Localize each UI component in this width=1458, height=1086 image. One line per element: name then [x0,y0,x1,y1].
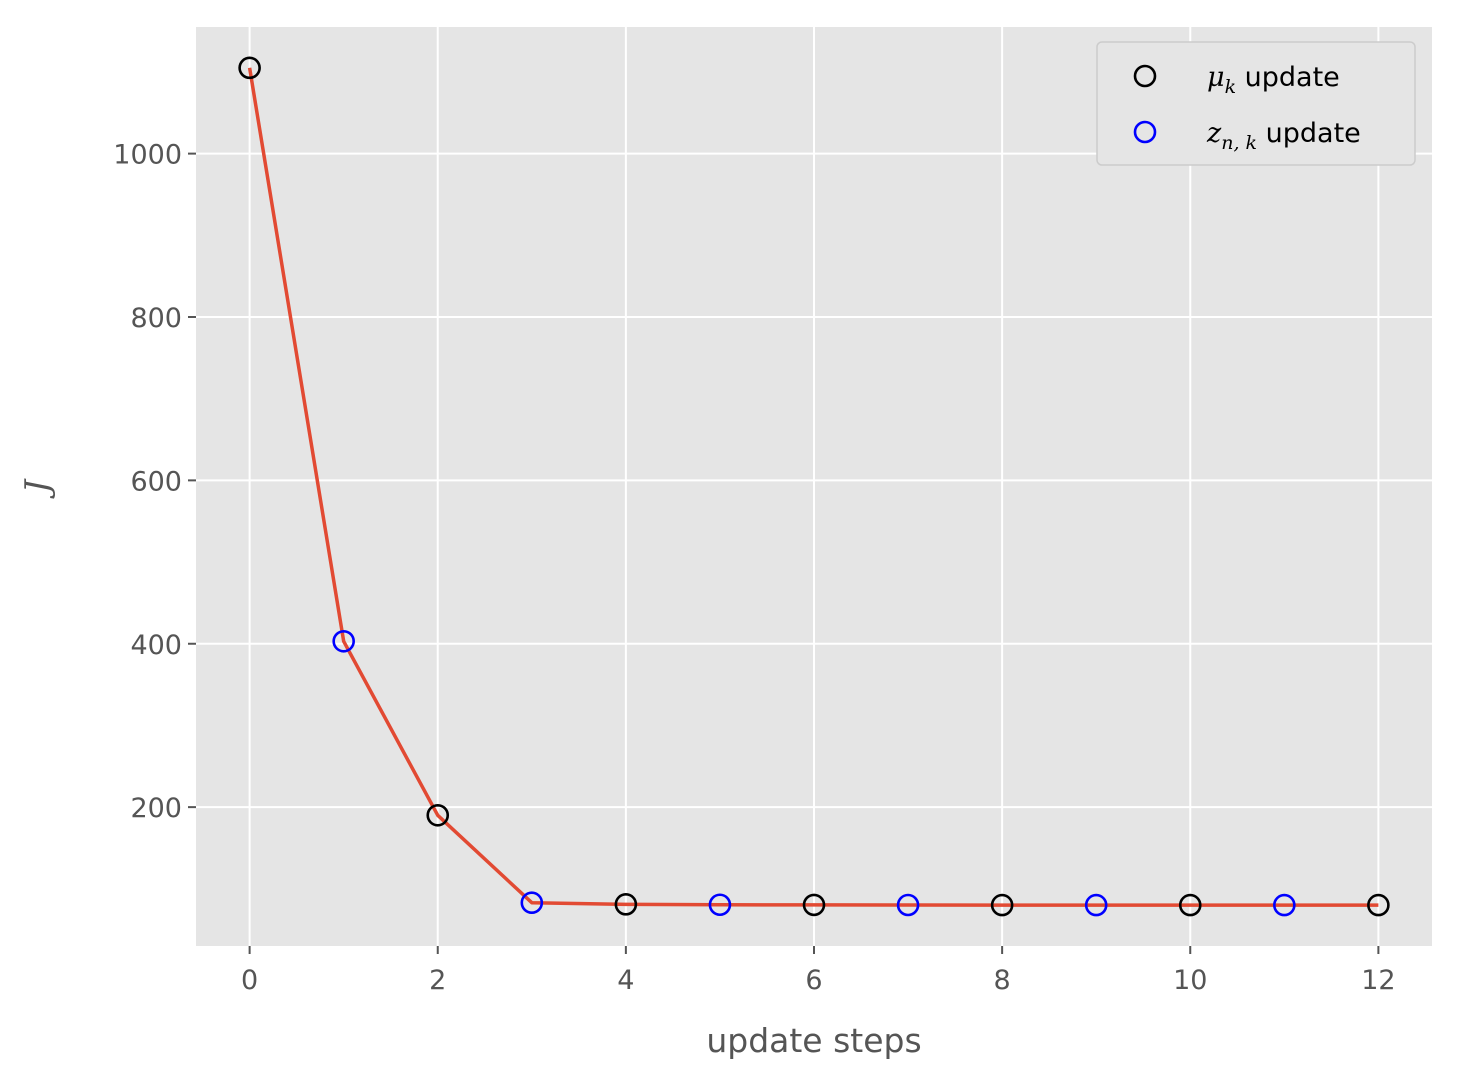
data-point-series-2 [708,893,732,917]
data-point-series-1 [1178,893,1202,917]
data-point-series-1 [426,803,450,827]
y-axis-label: J [17,478,56,499]
legend-symbol: z [1206,118,1222,149]
x-tick-label: 0 [241,965,258,996]
x-tick-label: 10 [1173,965,1207,996]
legend-marker-2 [1133,120,1157,144]
objective-line [247,67,1379,907]
legend-suffix: update [1257,118,1361,149]
x-tick-label: 6 [805,965,822,996]
y-tick-label: 800 [130,303,182,334]
data-point-series-1 [1367,893,1390,917]
data-point-series-1 [802,893,826,917]
x-tick-label: 12 [1361,965,1395,996]
data-point-series-1 [990,893,1014,917]
data-point-series-2 [332,630,355,653]
series-line-group [247,67,1379,907]
legend-subscript: n, k [1221,132,1257,154]
markers [238,56,1390,917]
x-tick-label: 2 [429,965,446,996]
x-tick-label: 4 [617,965,634,996]
data-point-series-2 [520,891,544,915]
y-tick-label: 1000 [113,140,182,171]
legend-label-2: zn, k update [1206,118,1361,154]
y-tick-label: 600 [130,466,182,497]
x-axis-label: update steps [706,1021,921,1060]
data-point-series-2 [1273,893,1296,917]
legend-suffix: update [1236,62,1340,93]
legend-marker-1 [1133,64,1157,88]
legend-label-1: μk update [1207,62,1340,98]
legend-subscript: k [1225,76,1237,98]
data-point-series-1 [238,56,261,80]
data-point-series-2 [1084,893,1108,917]
x-tick-label: 8 [994,965,1011,996]
y-tick-label: 400 [130,630,182,661]
legend-symbol: μ [1207,62,1225,93]
data-point-series-1 [614,893,638,916]
y-tick-label: 200 [130,793,182,824]
legend-box [1096,41,1416,166]
grid [196,27,1432,946]
x-axis: 0 2 4 6 8 10 12 [241,946,1396,996]
data-point-series-2 [896,893,920,917]
y-axis: 200 400 600 800 1000 [113,140,196,824]
